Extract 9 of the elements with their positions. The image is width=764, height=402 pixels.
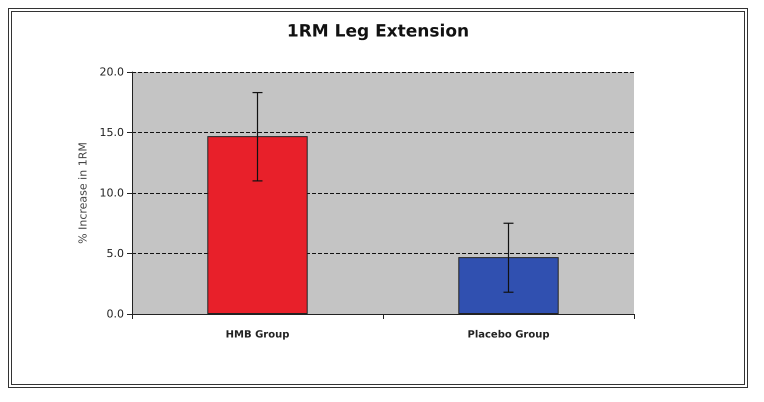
y-tick-label: 5.0 <box>106 247 124 260</box>
y-tick-label: 10.0 <box>100 186 124 200</box>
y-tick-label: 20.0 <box>100 66 124 78</box>
chart-title: 1RM Leg Extension <box>286 22 470 42</box>
y-tick-label: 15.0 <box>100 126 124 139</box>
x-tick-label: HMB Group <box>226 330 290 340</box>
x-tick-label: Placebo Group <box>467 330 550 340</box>
y-tick-label: 0.0 <box>106 308 124 320</box>
y-axis-title: % Increase in 1RM <box>76 142 90 244</box>
